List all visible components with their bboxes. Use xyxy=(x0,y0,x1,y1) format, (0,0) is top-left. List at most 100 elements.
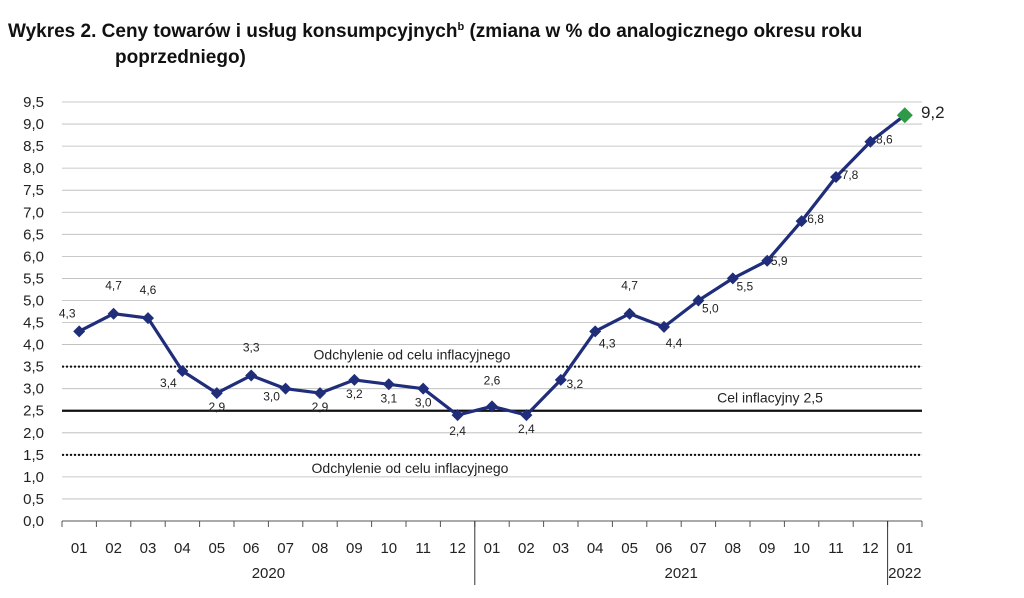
data-label: 2,6 xyxy=(484,373,501,387)
data-label: 2,9 xyxy=(208,400,225,414)
x-tick-label: 12 xyxy=(862,540,879,557)
reference-line-label: Odchylenie od celu inflacyjnego xyxy=(312,460,509,476)
data-label: 8,6 xyxy=(876,133,893,147)
y-tick-label: 8,5 xyxy=(23,138,44,155)
data-label: 5,5 xyxy=(736,279,753,293)
y-tick-label: 0,0 xyxy=(23,513,44,530)
y-tick-label: 2,5 xyxy=(23,403,44,420)
data-label: 5,0 xyxy=(702,301,719,315)
reference-line-label: Cel inflacyjny 2,5 xyxy=(717,390,823,406)
x-tick-label: 06 xyxy=(656,540,673,557)
data-label: 4,3 xyxy=(599,336,616,350)
x-tick-label: 06 xyxy=(243,540,260,557)
data-point xyxy=(726,272,739,285)
title-superscript: b xyxy=(457,21,465,33)
data-point xyxy=(486,400,498,413)
y-tick-label: 9,0 xyxy=(23,116,44,133)
x-tick-label: 05 xyxy=(208,540,225,557)
x-tick-label: 09 xyxy=(759,540,776,557)
x-tick-label: 03 xyxy=(140,540,157,557)
data-label: 3,0 xyxy=(263,390,280,404)
data-point xyxy=(554,373,567,386)
data-label: 3,3 xyxy=(243,340,260,354)
title-rest: (zmiana w % do analogicznego okresu roku xyxy=(464,21,863,42)
y-tick-label: 7,5 xyxy=(23,182,44,199)
data-label: 4,3 xyxy=(59,306,76,320)
x-tick-label: 02 xyxy=(105,540,122,557)
data-point xyxy=(176,365,189,378)
data-point xyxy=(692,294,705,307)
y-tick-label: 6,5 xyxy=(23,226,44,243)
x-tick-label: 11 xyxy=(828,540,844,557)
data-point xyxy=(382,378,395,391)
y-tick-label: 0,5 xyxy=(23,491,44,508)
data-label: 5,9 xyxy=(771,254,788,268)
x-tick-label: 01 xyxy=(896,540,913,557)
x-tick-label: 10 xyxy=(380,540,397,557)
x-tick-label: 11 xyxy=(415,540,431,557)
data-point xyxy=(417,382,430,395)
y-tick-label: 5,5 xyxy=(23,270,44,287)
x-tick-label: 04 xyxy=(174,540,191,557)
data-label: 2,4 xyxy=(449,424,466,438)
y-tick-label: 3,5 xyxy=(23,359,44,376)
data-point xyxy=(830,170,842,183)
data-labels: 4,3 4,7 4,6 3,4 2,9 3,3 3,0 2,9 3,2 3,1 3,0 2,4 2,6 2… xyxy=(59,103,945,438)
data-point xyxy=(73,325,86,338)
data-point xyxy=(658,320,670,333)
x-tick-label: 07 xyxy=(277,540,294,557)
y-tick-label: 5,0 xyxy=(23,292,44,309)
data-label: 2,4 xyxy=(518,422,535,436)
series xyxy=(73,107,913,422)
data-point xyxy=(623,307,636,320)
data-label: 4,7 xyxy=(105,279,122,293)
x-tick-label: 01 xyxy=(71,540,88,557)
x-tick-label: 10 xyxy=(793,540,810,557)
chart-title: Wykres 2. Ceny towarów i usług konsumpcy… xyxy=(8,14,1008,71)
y-tick-label: 2,0 xyxy=(23,425,44,442)
gridlines xyxy=(62,101,922,522)
data-label: 3,0 xyxy=(415,396,432,410)
y-tick-label: 1,0 xyxy=(23,469,44,486)
data-label: 3,4 xyxy=(160,376,177,390)
year-label: 2020 xyxy=(252,565,285,582)
x-tick-label: 02 xyxy=(518,540,535,557)
data-point xyxy=(314,387,326,400)
data-point xyxy=(864,135,877,148)
x-tick-label: 12 xyxy=(449,540,466,557)
data-point xyxy=(348,373,361,386)
y-tick-label: 7,0 xyxy=(23,204,44,221)
y-tick-label: 3,0 xyxy=(23,381,44,398)
axes: 0,0 0,5 1,0 1,5 2,0 2,5 3,0 3,5 4,0 4,5 5,0 5,5 6,0 6… xyxy=(23,94,923,585)
x-tick-label: 07 xyxy=(690,540,707,557)
x-tick-label: 08 xyxy=(724,540,741,557)
y-tick-label: 6,0 xyxy=(23,248,44,265)
data-label: 3,1 xyxy=(380,391,397,405)
x-tick-label: 05 xyxy=(621,540,638,557)
data-label: 4,6 xyxy=(140,283,157,297)
data-point xyxy=(761,254,774,267)
x-tick-label: 09 xyxy=(346,540,363,557)
data-label: 4,4 xyxy=(666,336,683,350)
data-point xyxy=(142,312,154,325)
data-label: 7,8 xyxy=(842,168,859,182)
x-tick-label: 03 xyxy=(552,540,569,557)
reference-line-label: Odchylenie od celu inflacyjnego xyxy=(314,347,511,363)
x-tick-label: 01 xyxy=(484,540,501,557)
data-point xyxy=(107,307,120,320)
y-tick-label: 9,5 xyxy=(23,94,44,111)
y-tick-label: 8,0 xyxy=(23,160,44,177)
data-label: 2,9 xyxy=(312,400,329,414)
x-tick-label: 04 xyxy=(587,540,604,557)
data-label: 6,8 xyxy=(807,212,824,226)
y-tick-label: 4,0 xyxy=(23,337,44,354)
y-tick-label: 4,5 xyxy=(23,315,44,332)
y-tick-label: 1,5 xyxy=(23,447,44,464)
data-point xyxy=(279,382,292,395)
data-point xyxy=(210,387,223,400)
data-point xyxy=(589,325,602,338)
data-label: 3,2 xyxy=(346,387,363,401)
data-point xyxy=(451,409,464,422)
data-label: 4,7 xyxy=(621,279,638,293)
